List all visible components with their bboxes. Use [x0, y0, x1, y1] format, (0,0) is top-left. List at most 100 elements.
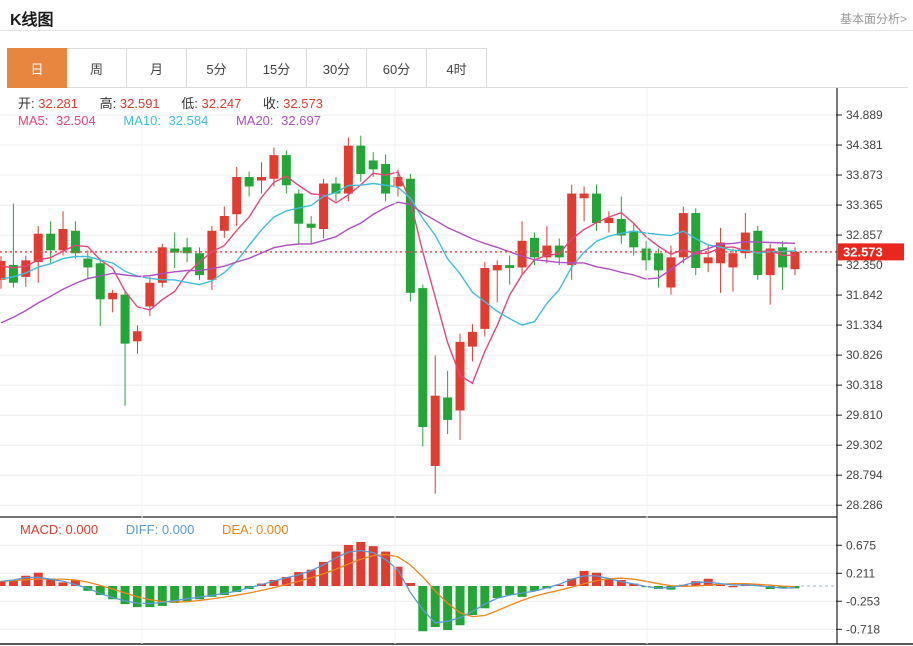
macd-bar — [728, 586, 738, 588]
candle-body — [517, 240, 527, 268]
tab-周[interactable]: 周 — [67, 48, 127, 88]
candle-body — [381, 163, 391, 194]
tab-日[interactable]: 日 — [7, 48, 67, 88]
candle-body — [790, 251, 800, 270]
macd-bar — [567, 578, 577, 586]
price-tick-label: 29.810 — [846, 408, 883, 422]
candle-body — [616, 218, 626, 236]
tab-4时[interactable]: 4时 — [427, 48, 487, 88]
tab-月[interactable]: 月 — [127, 48, 187, 88]
macd-tick-label: -0.718 — [846, 622, 880, 636]
macd-bar — [592, 572, 601, 586]
close-value: 32.573 — [283, 96, 323, 111]
macd-tick-label: 0.211 — [846, 566, 875, 580]
macd-bar — [219, 586, 229, 596]
candle-body — [58, 229, 68, 251]
macd-bar — [629, 583, 639, 586]
candle-body — [319, 183, 329, 230]
macd-bar — [46, 578, 56, 586]
macd-bar — [517, 586, 527, 597]
candle-body — [592, 193, 601, 224]
macd-bar — [182, 586, 192, 602]
right-axis: 34.889 34.381 33.873 33.365 32.857 32.350 31.8… — [0, 88, 913, 645]
macd-bar — [95, 586, 105, 596]
tab-30分[interactable]: 30分 — [307, 48, 367, 88]
candle-body — [195, 253, 204, 276]
macd-bar — [8, 579, 18, 586]
candle-body — [666, 257, 676, 288]
diff-line — [0, 549, 796, 624]
candle-body — [765, 248, 775, 276]
candle-body — [145, 282, 155, 307]
diff-value: 0.000 — [161, 522, 195, 537]
open-label: 开: — [18, 96, 35, 111]
candle-body — [492, 265, 502, 271]
low-value: 32.247 — [201, 96, 242, 111]
tab-60分[interactable]: 60分 — [367, 48, 427, 88]
candle-body — [691, 213, 701, 269]
price-tick-label: 33.873 — [846, 168, 883, 182]
page-title: K线图 — [10, 12, 54, 29]
macd-bar — [356, 541, 366, 586]
low-label: 低: — [181, 96, 198, 111]
macd-bar — [529, 586, 539, 591]
candle-body — [554, 245, 564, 258]
candle-body — [244, 176, 254, 187]
candle-body — [356, 145, 366, 175]
macd-bar — [455, 586, 465, 626]
macd-bar — [120, 586, 130, 605]
ma10-line — [0, 182, 796, 326]
macd-bar — [294, 572, 304, 586]
candle-body — [778, 247, 788, 268]
candle-body — [232, 176, 242, 215]
macd-label: MACD: — [20, 522, 62, 537]
macd-bar — [343, 544, 353, 586]
macd-bar — [790, 586, 800, 589]
macd-bar — [430, 586, 440, 628]
candle-body — [716, 242, 726, 264]
macd-value: 0.000 — [65, 522, 99, 537]
candle-body — [740, 232, 750, 254]
macd-panel — [0, 541, 837, 632]
candle-body — [430, 395, 440, 466]
macd-bar — [443, 586, 453, 631]
price-tick-label: 34.889 — [846, 108, 883, 122]
macd-bar — [405, 582, 415, 586]
candle-body — [219, 216, 229, 231]
macd-bar — [381, 551, 391, 586]
ma20-line — [0, 201, 796, 324]
candle-body — [8, 265, 18, 283]
fundamental-analysis-link[interactable]: 基本面分析> — [839, 12, 907, 26]
main-panel — [0, 114, 837, 506]
macd-bar — [393, 566, 403, 586]
candle-body — [157, 247, 167, 283]
candle-body — [529, 237, 539, 258]
price-tick-label: 30.318 — [846, 378, 883, 392]
ma-row: MA5: 32.504 MA10: 32.584 MA20: 32.697 — [18, 113, 321, 128]
tab-15分[interactable]: 15分 — [247, 48, 307, 88]
high-label: 高: — [99, 96, 117, 111]
candle-body — [567, 193, 577, 266]
candle-body — [331, 183, 341, 194]
header-divider — [0, 30, 913, 31]
candle-body — [604, 217, 614, 224]
price-tick-label: 30.826 — [846, 348, 883, 362]
candle-body — [505, 265, 515, 269]
macd-bar — [21, 575, 31, 586]
macd-bar — [480, 586, 490, 609]
candle-body — [21, 260, 31, 277]
dea-value: 0.000 — [255, 522, 289, 537]
ma10-label: MA10: — [123, 113, 161, 128]
diff-label: DIFF: — [125, 522, 159, 537]
macd-bar — [0, 581, 6, 586]
price-tick-label: 34.381 — [846, 138, 883, 152]
candle-body — [480, 268, 490, 329]
dea-label: DEA: — [221, 522, 253, 537]
candle-body — [405, 178, 415, 293]
tab-5分[interactable]: 5分 — [187, 48, 247, 88]
ma10-value: 32.584 — [168, 113, 209, 128]
candle-body — [703, 257, 713, 264]
price-tick-label: 28.794 — [846, 468, 883, 482]
price-tick-label: 31.842 — [846, 288, 883, 302]
